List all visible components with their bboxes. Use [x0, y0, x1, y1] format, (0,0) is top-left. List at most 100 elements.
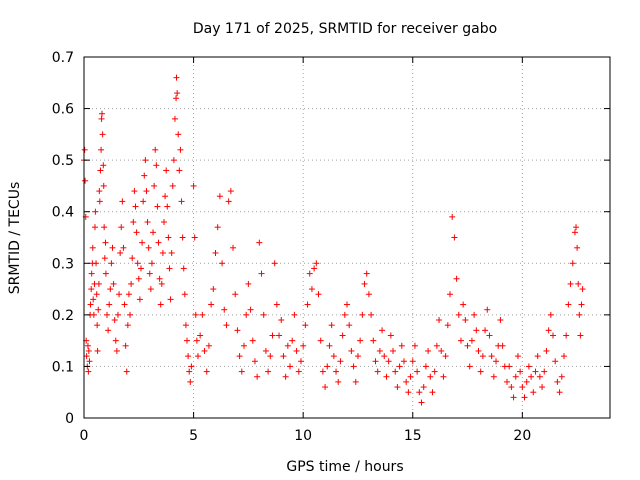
data-point — [156, 275, 163, 282]
data-point — [497, 317, 504, 324]
data-point — [447, 291, 454, 298]
data-point — [85, 347, 92, 354]
data-point — [82, 177, 89, 184]
data-point — [499, 342, 506, 349]
data-point — [119, 198, 126, 205]
data-point — [287, 363, 294, 370]
data-point — [132, 203, 139, 210]
data-point — [339, 332, 346, 339]
y-tick-label: 0.1 — [52, 359, 74, 375]
data-point — [354, 353, 361, 360]
data-point — [96, 188, 103, 195]
data-point — [180, 265, 187, 272]
data-point — [91, 224, 98, 231]
data-point — [510, 394, 517, 401]
y-tick-label: 0.4 — [52, 205, 74, 221]
data-point — [475, 347, 482, 354]
data-point — [89, 244, 96, 251]
data-point — [403, 378, 410, 385]
data-point — [110, 280, 117, 287]
data-point — [563, 332, 570, 339]
data-point — [271, 260, 278, 267]
data-point — [374, 368, 381, 375]
data-point — [411, 342, 418, 349]
data-point — [352, 378, 359, 385]
data-point — [258, 270, 265, 277]
data-point — [534, 353, 541, 360]
data-point — [190, 182, 197, 189]
data-point — [130, 219, 137, 226]
data-point — [167, 296, 174, 303]
data-point — [201, 347, 208, 354]
data-point — [148, 260, 155, 267]
data-point — [159, 249, 166, 256]
data-point — [203, 368, 210, 375]
data-point — [92, 208, 99, 215]
data-point — [486, 332, 493, 339]
data-point — [466, 363, 473, 370]
data-point — [111, 317, 118, 324]
data-point — [512, 373, 519, 380]
data-point — [133, 229, 140, 236]
data-point — [98, 115, 105, 122]
data-point — [556, 389, 563, 396]
data-point — [96, 198, 103, 205]
data-point — [579, 286, 586, 293]
data-point — [105, 327, 112, 334]
data-point — [173, 95, 180, 102]
data-point — [514, 353, 521, 360]
x-tick-label: 10 — [294, 428, 312, 444]
data-point — [168, 249, 175, 256]
data-point — [101, 255, 108, 262]
data-point — [163, 167, 170, 174]
data-point — [185, 353, 192, 360]
data-point — [88, 286, 95, 293]
data-point — [449, 213, 456, 220]
data-point — [577, 332, 584, 339]
data-point — [517, 368, 524, 375]
x-tick-label: 0 — [80, 428, 89, 444]
data-point — [112, 337, 119, 344]
data-point — [122, 342, 129, 349]
data-point — [291, 311, 298, 318]
data-point — [453, 275, 460, 282]
data-point — [131, 188, 138, 195]
data-point — [457, 337, 464, 344]
data-point — [381, 353, 388, 360]
data-point — [567, 280, 574, 287]
data-point — [541, 368, 548, 375]
data-point — [199, 311, 206, 318]
data-point — [359, 311, 366, 318]
data-point — [227, 188, 234, 195]
data-point — [278, 317, 285, 324]
data-point — [125, 291, 132, 298]
data-point — [95, 306, 102, 313]
y-tick-label: 0.5 — [52, 153, 74, 169]
data-point — [477, 368, 484, 375]
data-point — [184, 337, 191, 344]
data-point — [578, 301, 585, 308]
data-point — [181, 291, 188, 298]
data-point — [221, 306, 228, 313]
data-point — [508, 384, 515, 391]
data-point — [174, 90, 181, 97]
data-point — [175, 131, 182, 138]
data-point — [124, 322, 131, 329]
data-point — [326, 342, 333, 349]
data-point — [545, 327, 552, 334]
data-point — [104, 311, 111, 318]
data-point — [276, 332, 283, 339]
data-point — [158, 280, 165, 287]
data-point — [330, 353, 337, 360]
data-point — [212, 249, 219, 256]
data-point — [306, 270, 313, 277]
data-point — [219, 260, 226, 267]
data-point — [169, 182, 176, 189]
data-point — [144, 219, 151, 226]
data-point — [240, 342, 247, 349]
y-tick-label: 0 — [65, 411, 74, 427]
data-point — [370, 337, 377, 344]
y-tick-label: 0.3 — [52, 256, 74, 272]
data-point — [147, 286, 154, 293]
data-point — [506, 363, 513, 370]
